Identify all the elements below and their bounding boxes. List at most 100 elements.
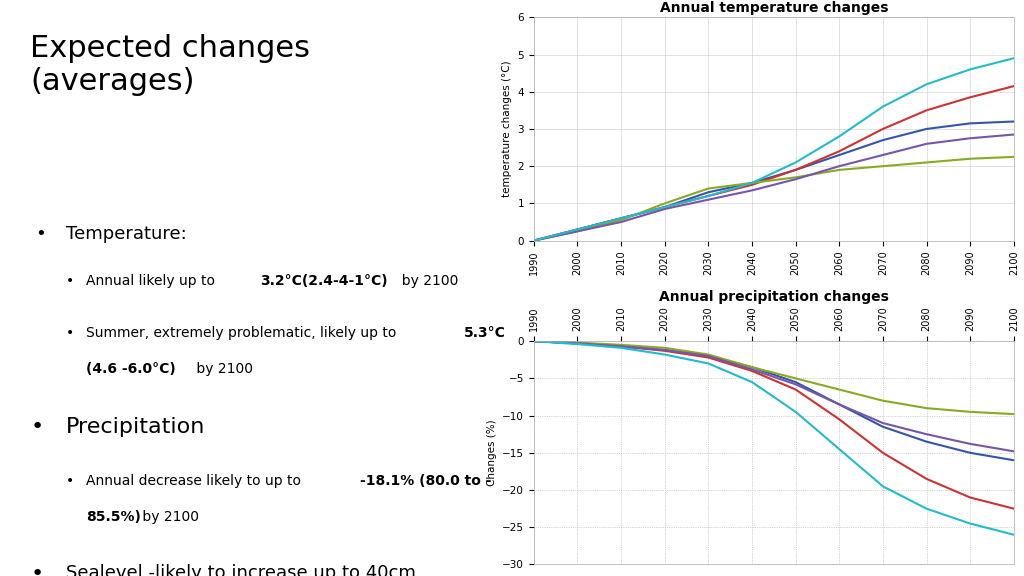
Text: -18.1% (80.0 to -: -18.1% (80.0 to - [360,474,492,488]
A1FIMI [615,344,628,351]
A1BAIM [877,423,889,430]
A1FIMI [527,237,540,244]
A1FIMI [921,81,933,88]
Text: Expected changes
(averages): Expected changes (averages) [31,34,310,96]
A1BAIM [790,166,802,173]
B2MES [745,366,758,373]
B1IMA [527,237,540,244]
A2ASF [615,215,628,222]
B2MES [790,176,802,183]
B1IMA [964,156,976,162]
B2MES [964,441,976,448]
A2ASF [571,340,584,347]
A2ASF [658,204,671,211]
B2MES [790,381,802,388]
A1FIMI [1008,531,1020,538]
B1IMA [834,166,846,173]
B2MES [702,353,715,359]
B2MES [921,431,933,438]
Text: Annual likely up to: Annual likely up to [86,274,219,289]
A2ASF [702,354,715,361]
A2ASF [615,343,628,350]
B2MES [702,196,715,203]
A1BAIM [964,120,976,127]
Line: B2MES: B2MES [534,135,1014,241]
A1FIMI [571,340,584,347]
A1FIMI [745,180,758,187]
A1FIMI [745,378,758,385]
A2ASF [921,475,933,482]
A1FIMI [877,103,889,110]
B1IMA [745,180,758,187]
A1BAIM [702,353,715,359]
A1FIMI [527,338,540,344]
A1BAIM [921,126,933,132]
B2MES [745,187,758,194]
Text: Annual decrease likely to up to: Annual decrease likely to up to [86,474,305,488]
B1IMA [658,344,671,351]
A1BAIM [702,189,715,196]
B2MES [964,135,976,142]
Text: •: • [66,474,74,488]
A2ASF [527,338,540,344]
A2ASF [527,237,540,244]
Title: Annual precipitation changes: Annual precipitation changes [658,290,889,304]
B2MES [615,343,628,350]
A2ASF [921,107,933,114]
A2ASF [877,126,889,132]
A2ASF [702,192,715,199]
A1BAIM [615,215,628,222]
B1IMA [790,174,802,181]
A1BAIM [571,340,584,347]
Text: 85.5%): 85.5%) [86,510,140,524]
A1FIMI [702,360,715,367]
B1IMA [571,339,584,346]
A1FIMI [834,446,846,453]
Text: (4.6 -6.0°C): (4.6 -6.0°C) [86,362,175,376]
B1IMA [615,217,628,223]
Text: •: • [36,225,46,243]
A2ASF [790,166,802,173]
A1BAIM [790,378,802,385]
B2MES [1008,448,1020,455]
B2MES [658,206,671,213]
B1IMA [877,163,889,170]
B2MES [877,151,889,158]
B2MES [1008,131,1020,138]
B1IMA [702,351,715,358]
B1IMA [745,363,758,370]
Text: •: • [66,327,74,340]
A2ASF [790,386,802,393]
B1IMA [877,397,889,404]
B2MES [877,419,889,426]
Title: Annual temperature changes: Annual temperature changes [659,1,888,15]
B1IMA [921,159,933,166]
B2MES [571,340,584,347]
B1IMA [921,405,933,412]
A1BAIM [745,180,758,187]
Line: A1BAIM: A1BAIM [534,122,1014,241]
A2ASF [877,449,889,456]
A1BAIM [658,204,671,211]
A2ASF [745,367,758,374]
Line: B1IMA: B1IMA [534,341,1014,414]
A1FIMI [1008,55,1020,62]
Line: B2MES: B2MES [534,341,1014,452]
Line: A2ASF: A2ASF [534,341,1014,509]
A2ASF [834,416,846,423]
B1IMA [1008,411,1020,418]
A1FIMI [702,192,715,199]
A1BAIM [571,226,584,233]
A1FIMI [658,351,671,358]
B1IMA [527,338,540,344]
Text: •: • [31,564,44,576]
Line: B1IMA: B1IMA [534,157,1014,241]
A1BAIM [527,237,540,244]
Text: by 2100: by 2100 [138,510,199,524]
Text: Summer, extremely problematic, likely up to: Summer, extremely problematic, likely up… [86,327,400,340]
A1BAIM [921,438,933,445]
B1IMA [658,200,671,207]
Line: A1BAIM: A1BAIM [534,341,1014,460]
B1IMA [1008,153,1020,160]
A1BAIM [658,347,671,354]
